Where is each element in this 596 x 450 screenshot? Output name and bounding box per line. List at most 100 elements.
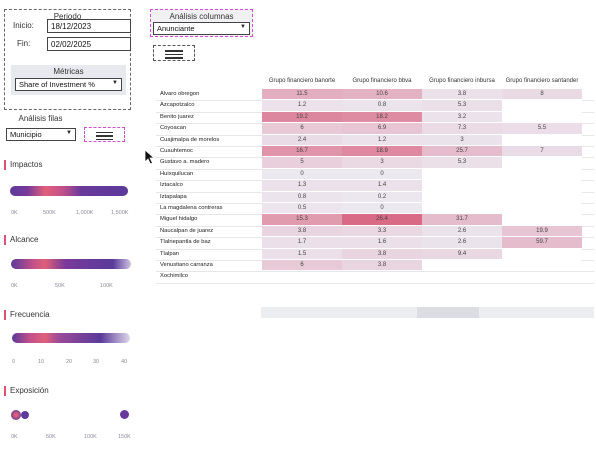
table-cell[interactable] <box>502 271 582 281</box>
table-cell[interactable]: 3.8 <box>342 248 422 259</box>
table-cell[interactable] <box>502 214 582 225</box>
table-cell[interactable] <box>422 203 502 214</box>
table-cell[interactable]: 0.5 <box>262 203 342 214</box>
row-label[interactable]: Xochimilco <box>160 273 189 280</box>
table-cell[interactable]: 0 <box>262 168 342 180</box>
row-divider <box>156 271 594 273</box>
table-cell[interactable]: 7.3 <box>422 123 502 134</box>
table-cell[interactable]: 15.3 <box>262 214 342 225</box>
fin-date-field[interactable]: 02/02/2025 <box>47 37 131 51</box>
column-header[interactable]: Grupo financiero santander <box>505 78 579 84</box>
table-cell[interactable]: 1.4 <box>342 180 422 191</box>
table-cell[interactable]: 0 <box>342 203 422 214</box>
analisis-columnas-title: Análisis columnas <box>169 12 234 21</box>
row-label[interactable]: Benito juarez <box>160 113 194 120</box>
analisis-filas-select[interactable]: Municipio ▼ <box>6 128 76 141</box>
table-cell[interactable]: 1.6 <box>342 237 422 248</box>
table-cell[interactable]: 3.8 <box>422 89 502 100</box>
row-label[interactable]: Cuauhtemoc <box>160 148 193 154</box>
row-label[interactable]: Huixquilucan <box>160 170 194 177</box>
row-label[interactable]: Iztapalapa <box>160 193 187 200</box>
row-label[interactable]: Naucalpan de juarez <box>160 227 214 234</box>
table-cell[interactable]: 2.4 <box>262 134 342 145</box>
table-cell[interactable]: 9.4 <box>422 248 502 259</box>
table-cell[interactable]: 2.6 <box>422 237 502 248</box>
table-cell[interactable] <box>502 203 582 214</box>
table-cell[interactable] <box>422 168 502 180</box>
table-cell[interactable] <box>502 191 582 202</box>
table-cell[interactable] <box>502 157 582 168</box>
row-label[interactable]: La magdalena contreras <box>160 205 223 211</box>
table-cell[interactable] <box>262 271 342 281</box>
table-cell[interactable]: 11.5 <box>262 89 342 100</box>
row-label[interactable]: Coyoacan <box>160 125 187 132</box>
table-cell[interactable]: 0.8 <box>342 100 422 111</box>
row-label[interactable]: Cuajimalpa de morelos <box>160 136 220 143</box>
inicio-date-field[interactable]: 18/12/2023 <box>47 19 131 33</box>
table-cell[interactable]: 10.6 <box>342 89 422 100</box>
row-label[interactable]: Alvaro obregon <box>160 91 200 97</box>
table-cell[interactable]: 18.2 <box>342 111 422 123</box>
analisis-columnas-select[interactable]: Anunciante ▼ <box>153 22 250 35</box>
table-cell[interactable] <box>502 134 582 145</box>
table-cell[interactable]: 0.8 <box>262 191 342 202</box>
row-label[interactable]: Tlalpan <box>160 250 180 257</box>
table-cell[interactable] <box>502 260 582 271</box>
table-cell[interactable]: 0 <box>342 168 422 180</box>
table-cell[interactable]: 5.3 <box>422 157 502 168</box>
rows-menu-button[interactable] <box>84 127 125 142</box>
column-header[interactable]: Grupo financiero bbva <box>352 78 412 84</box>
table-cell[interactable]: 3 <box>342 157 422 168</box>
table-cell[interactable]: 16.7 <box>262 146 342 157</box>
row-label[interactable]: Tlalnepantla de baz <box>160 239 211 246</box>
row-label[interactable]: Gustavo a. madero <box>160 159 210 166</box>
row-label[interactable]: Azcapotzalco <box>160 102 195 109</box>
table-cell[interactable] <box>422 191 502 202</box>
table-cell[interactable] <box>502 168 582 180</box>
table-cell[interactable]: 3 <box>422 134 502 145</box>
table-cell[interactable] <box>422 180 502 191</box>
metricas-select[interactable]: Share of Investment % ▼ <box>15 78 122 91</box>
table-cell[interactable]: 1.7 <box>262 237 342 248</box>
table-cell[interactable]: 3.3 <box>342 225 422 237</box>
table-cell[interactable]: 26.4 <box>342 214 422 225</box>
column-header[interactable]: Grupo financiero banorte <box>268 78 336 84</box>
table-cell[interactable]: 1.3 <box>262 180 342 191</box>
table-cell[interactable]: 19.2 <box>262 111 342 123</box>
table-cell[interactable] <box>502 111 582 123</box>
table-cell[interactable]: 31.7 <box>422 214 502 225</box>
table-cell[interactable]: 2.6 <box>422 225 502 237</box>
columns-menu-button[interactable] <box>153 45 195 61</box>
table-cell[interactable]: 1.2 <box>262 100 342 111</box>
table-cell[interactable]: 3.2 <box>422 111 502 123</box>
table-cell[interactable] <box>342 271 422 281</box>
table-cell[interactable]: 8 <box>502 89 582 100</box>
horizontal-scrollbar-thumb[interactable] <box>417 307 479 318</box>
table-cell[interactable]: 6 <box>262 260 342 271</box>
column-header[interactable]: Grupo financiero inbursa <box>429 78 495 84</box>
table-cell[interactable]: 5.5 <box>502 123 582 134</box>
table-cell[interactable] <box>502 100 582 111</box>
table-cell[interactable]: 3.8 <box>262 225 342 237</box>
table-cell[interactable] <box>422 271 502 281</box>
table-cell[interactable]: 6.9 <box>342 123 422 134</box>
table-cell[interactable]: 3.8 <box>342 260 422 271</box>
table-cell[interactable]: 6 <box>262 123 342 134</box>
table-cell[interactable]: 7 <box>502 146 582 157</box>
table-cell[interactable]: 1.2 <box>342 134 422 145</box>
table-cell[interactable] <box>502 248 582 259</box>
table-cell[interactable] <box>422 260 502 271</box>
row-label[interactable]: Venustiano carranza <box>160 262 213 268</box>
table-cell[interactable]: 18.9 <box>342 146 422 157</box>
table-cell[interactable]: 1.5 <box>262 248 342 259</box>
table-cell[interactable] <box>502 180 582 191</box>
table-cell[interactable]: 25.7 <box>422 146 502 157</box>
table-cell[interactable]: 5 <box>262 157 342 168</box>
table-cell[interactable]: 0.2 <box>342 191 422 202</box>
horizontal-scrollbar-track[interactable] <box>261 307 594 318</box>
table-cell[interactable]: 59.7 <box>502 237 582 248</box>
table-cell[interactable]: 5.3 <box>422 100 502 111</box>
table-cell[interactable]: 19.9 <box>502 225 582 237</box>
row-label[interactable]: Miguel hidalgo <box>160 216 198 223</box>
row-label[interactable]: Iztacalco <box>160 182 183 189</box>
